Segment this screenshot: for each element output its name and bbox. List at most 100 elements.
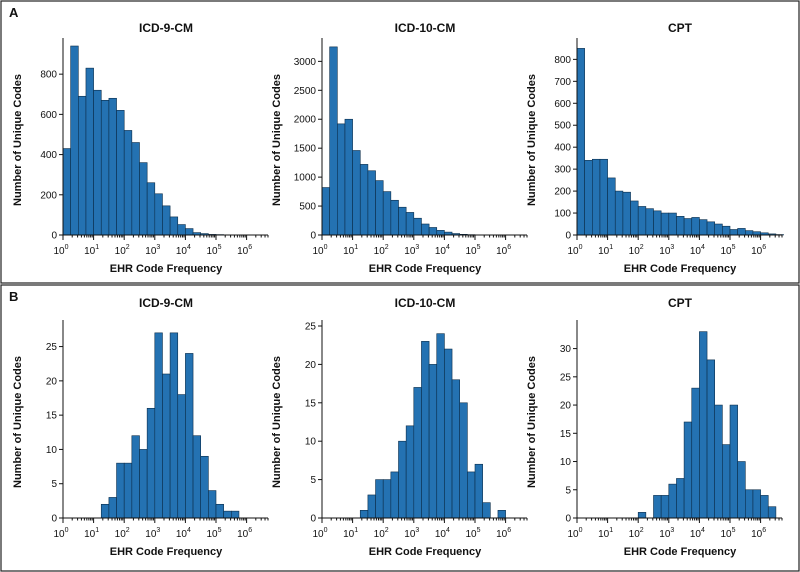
- x-tick-base: 10: [598, 529, 610, 540]
- histogram-bar: [139, 162, 148, 236]
- histogram-bar: [737, 461, 746, 519]
- panel-a-frame: [0, 0, 800, 284]
- x-tick-exponent: 3: [670, 527, 674, 534]
- histogram-bar: [630, 200, 639, 236]
- histogram-bar: [599, 158, 608, 236]
- x-tick-label: 101: [598, 244, 613, 257]
- histogram-bar: [637, 512, 647, 519]
- histogram-bar: [691, 387, 700, 519]
- histogram-bar: [100, 99, 110, 236]
- histogram-bar: [683, 218, 693, 236]
- histogram-bar: [428, 227, 438, 236]
- histogram-bar: [344, 118, 353, 236]
- histogram-bar: [737, 228, 746, 236]
- histogram-bar: [62, 148, 71, 236]
- x-tick-base: 10: [659, 529, 671, 540]
- x-axis-label: EHR Code Frequency: [110, 546, 223, 558]
- histogram-bar: [185, 228, 194, 236]
- y-axis-label: Number of Unique Codes: [526, 74, 538, 206]
- x-tick-base: 10: [567, 246, 579, 257]
- x-tick-label: 103: [659, 527, 674, 540]
- y-tick-label: 800: [40, 70, 57, 81]
- y-tick-label: 0: [51, 514, 57, 525]
- histogram-bar: [398, 440, 407, 519]
- histogram-bar: [421, 223, 430, 236]
- y-tick-label: 15: [46, 411, 58, 422]
- histogram-bar: [706, 221, 715, 236]
- histogram-bar: [78, 95, 87, 236]
- chart-title: CPT: [668, 296, 693, 310]
- x-tick-exponent: 3: [415, 527, 419, 534]
- x-tick-base: 10: [404, 246, 416, 257]
- x-tick-base: 10: [659, 246, 671, 257]
- x-tick-base: 10: [374, 246, 386, 257]
- histogram-bar: [637, 206, 647, 236]
- histogram-bar: [405, 425, 415, 519]
- histogram-bar: [405, 212, 415, 236]
- y-tick-label: 0: [565, 231, 571, 242]
- x-tick-base: 10: [404, 529, 416, 540]
- histogram-bar: [444, 348, 453, 519]
- histogram-bar: [729, 404, 738, 519]
- x-tick-exponent: 2: [126, 527, 130, 534]
- histogram-bar: [714, 404, 723, 519]
- histogram-bar: [760, 495, 769, 519]
- x-tick-base: 10: [374, 529, 386, 540]
- histogram-bar: [413, 217, 422, 236]
- histogram-bar: [116, 462, 125, 519]
- x-tick-label: 104: [435, 527, 450, 540]
- histogram-bar: [139, 449, 148, 519]
- x-tick-exponent: 3: [670, 244, 674, 251]
- histogram-bar: [329, 46, 338, 236]
- chart-title: ICD-9-CM: [139, 21, 193, 35]
- y-tick-label: 800: [554, 55, 571, 66]
- x-tick-label: 105: [206, 527, 221, 540]
- histogram-bar: [722, 444, 731, 519]
- histogram-bar: [767, 506, 777, 519]
- x-tick-label: 101: [343, 244, 358, 257]
- histogram-bar: [123, 462, 133, 519]
- histogram-bar: [722, 225, 731, 236]
- x-tick-base: 10: [312, 246, 324, 257]
- x-tick-exponent: 4: [446, 527, 450, 534]
- x-tick-label: 100: [312, 244, 327, 257]
- x-tick-label: 100: [567, 244, 582, 257]
- histogram-bar: [146, 182, 156, 236]
- x-tick-base: 10: [343, 529, 355, 540]
- x-tick-exponent: 0: [579, 244, 583, 251]
- histogram-bar: [367, 170, 376, 236]
- histogram-bar: [398, 206, 407, 236]
- histogram-bar: [390, 471, 399, 519]
- histogram-bar: [154, 332, 163, 519]
- x-tick-label: 105: [465, 527, 480, 540]
- histogram-bar: [421, 341, 430, 519]
- y-tick-label: 600: [554, 99, 571, 110]
- x-tick-label: 103: [404, 527, 419, 540]
- x-tick-label: 102: [115, 244, 130, 257]
- x-tick-label: 101: [84, 527, 99, 540]
- x-tick-exponent: 5: [218, 527, 222, 534]
- x-tick-label: 103: [145, 527, 160, 540]
- x-tick-base: 10: [312, 529, 324, 540]
- x-tick-base: 10: [343, 246, 355, 257]
- y-tick-label: 400: [40, 150, 57, 161]
- histogram-bar: [154, 193, 163, 236]
- x-axis-label: EHR Code Frequency: [369, 263, 482, 275]
- x-tick-base: 10: [465, 246, 477, 257]
- panel-a-letter: A: [9, 5, 19, 20]
- x-tick-label: 103: [404, 244, 419, 257]
- histogram-bar: [359, 164, 369, 236]
- x-tick-base: 10: [237, 246, 249, 257]
- y-tick-label: 15: [305, 398, 317, 409]
- histogram-bar: [146, 407, 156, 519]
- y-tick-label: 100: [554, 209, 571, 220]
- histogram-bar: [390, 199, 399, 236]
- x-tick-exponent: 2: [385, 527, 389, 534]
- histogram-bar: [436, 230, 445, 236]
- histogram-bar: [185, 353, 194, 519]
